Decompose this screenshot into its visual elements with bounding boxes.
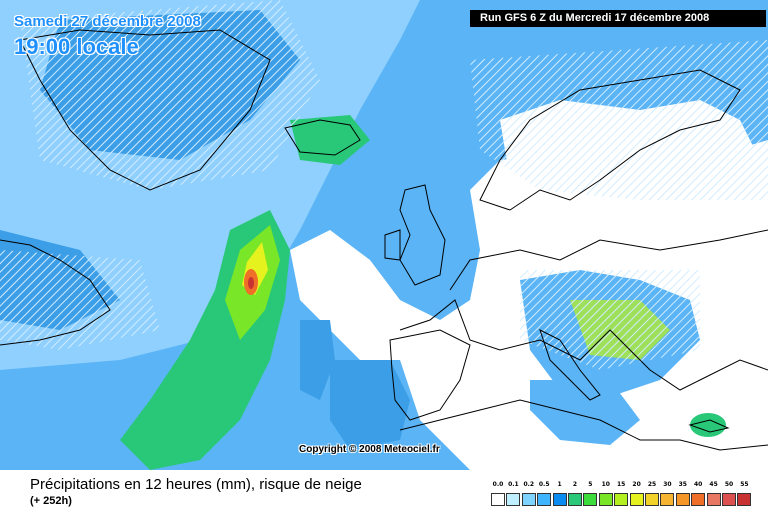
legend-swatch xyxy=(706,493,721,506)
legend-label: 25 xyxy=(647,481,657,488)
precip-red-core xyxy=(248,277,254,289)
legend-swatch xyxy=(506,493,521,506)
legend-swatch xyxy=(537,493,552,506)
coast-scandinavia xyxy=(479,69,741,211)
legend-swatch xyxy=(660,493,675,506)
legend-swatch xyxy=(583,493,598,506)
forecast-date: Samedi 27 décembre 2008 xyxy=(14,13,201,30)
forecast-lead-time: (+ 252h) xyxy=(30,495,72,507)
coast-british-isles xyxy=(384,184,446,286)
coast-greenland xyxy=(19,29,271,191)
legend-label: 45 xyxy=(709,481,718,488)
snow-risk-labrador xyxy=(0,250,160,350)
coast-iceland xyxy=(284,119,361,156)
precipitation-legend: 0.0 0.1 0.2 0.5 1 2 5 10 15 20 25 30 35 40 45 50 55 xyxy=(491,481,753,511)
legend-label: 0.0 xyxy=(492,481,504,488)
precip-patch-med xyxy=(530,380,640,445)
forecast-time: 19:00 locale xyxy=(14,34,139,59)
precipitation-map xyxy=(0,0,768,470)
coastlines xyxy=(0,29,768,451)
legend-label: 55 xyxy=(740,481,749,488)
legend-swatch xyxy=(598,493,613,506)
snow-risk-balkans xyxy=(520,270,700,370)
legend-label: 20 xyxy=(632,481,641,488)
legend-swatch xyxy=(491,493,505,506)
legend-swatch xyxy=(568,493,582,506)
snow-risk-scandinavia xyxy=(470,40,768,200)
legend-label: 30 xyxy=(663,481,672,488)
legend-label: 40 xyxy=(694,481,703,488)
legend-swatch xyxy=(521,493,536,506)
legend-label: 0.5 xyxy=(538,481,550,488)
legend-label: 0.2 xyxy=(523,481,535,488)
coast-canada xyxy=(0,239,111,346)
copyright-notice: Copyright © 2008 Meteociel.fr xyxy=(299,444,440,455)
legend-swatch xyxy=(552,493,567,506)
legend-swatch xyxy=(675,493,690,506)
legend-label: 15 xyxy=(617,481,626,488)
legend-label: 5 xyxy=(588,481,593,488)
precip-patch-biscay xyxy=(300,320,335,400)
precip-green-crete xyxy=(690,413,726,437)
legend-swatch xyxy=(691,493,706,506)
legend-label: 1 xyxy=(557,481,562,488)
legend-swatch xyxy=(629,493,644,506)
legend-swatch xyxy=(722,493,736,506)
coast-italy xyxy=(539,329,601,401)
model-run-label: Run GFS 6 Z du Mercredi 17 décembre 2008 xyxy=(470,10,766,27)
coast-crete xyxy=(688,419,730,433)
precip-patch-iberia-w xyxy=(330,360,410,450)
legend-swatch xyxy=(614,493,629,506)
legend-label: 0.1 xyxy=(508,481,519,488)
legend-swatch xyxy=(737,493,752,506)
legend-swatch xyxy=(645,493,659,506)
snow-risk-greenland xyxy=(20,0,320,190)
coast-north-africa xyxy=(399,399,768,451)
legend-label: 10 xyxy=(601,481,610,488)
legend-label: 35 xyxy=(678,481,687,488)
legend-label: 50 xyxy=(724,481,734,488)
map-title: Précipitations en 12 heures (mm), risque… xyxy=(30,476,362,493)
coast-continent xyxy=(399,229,768,391)
coast-iberia xyxy=(389,329,471,421)
map-footer: Précipitations en 12 heures (mm), risque… xyxy=(0,470,768,512)
legend-label: 2 xyxy=(572,481,578,488)
